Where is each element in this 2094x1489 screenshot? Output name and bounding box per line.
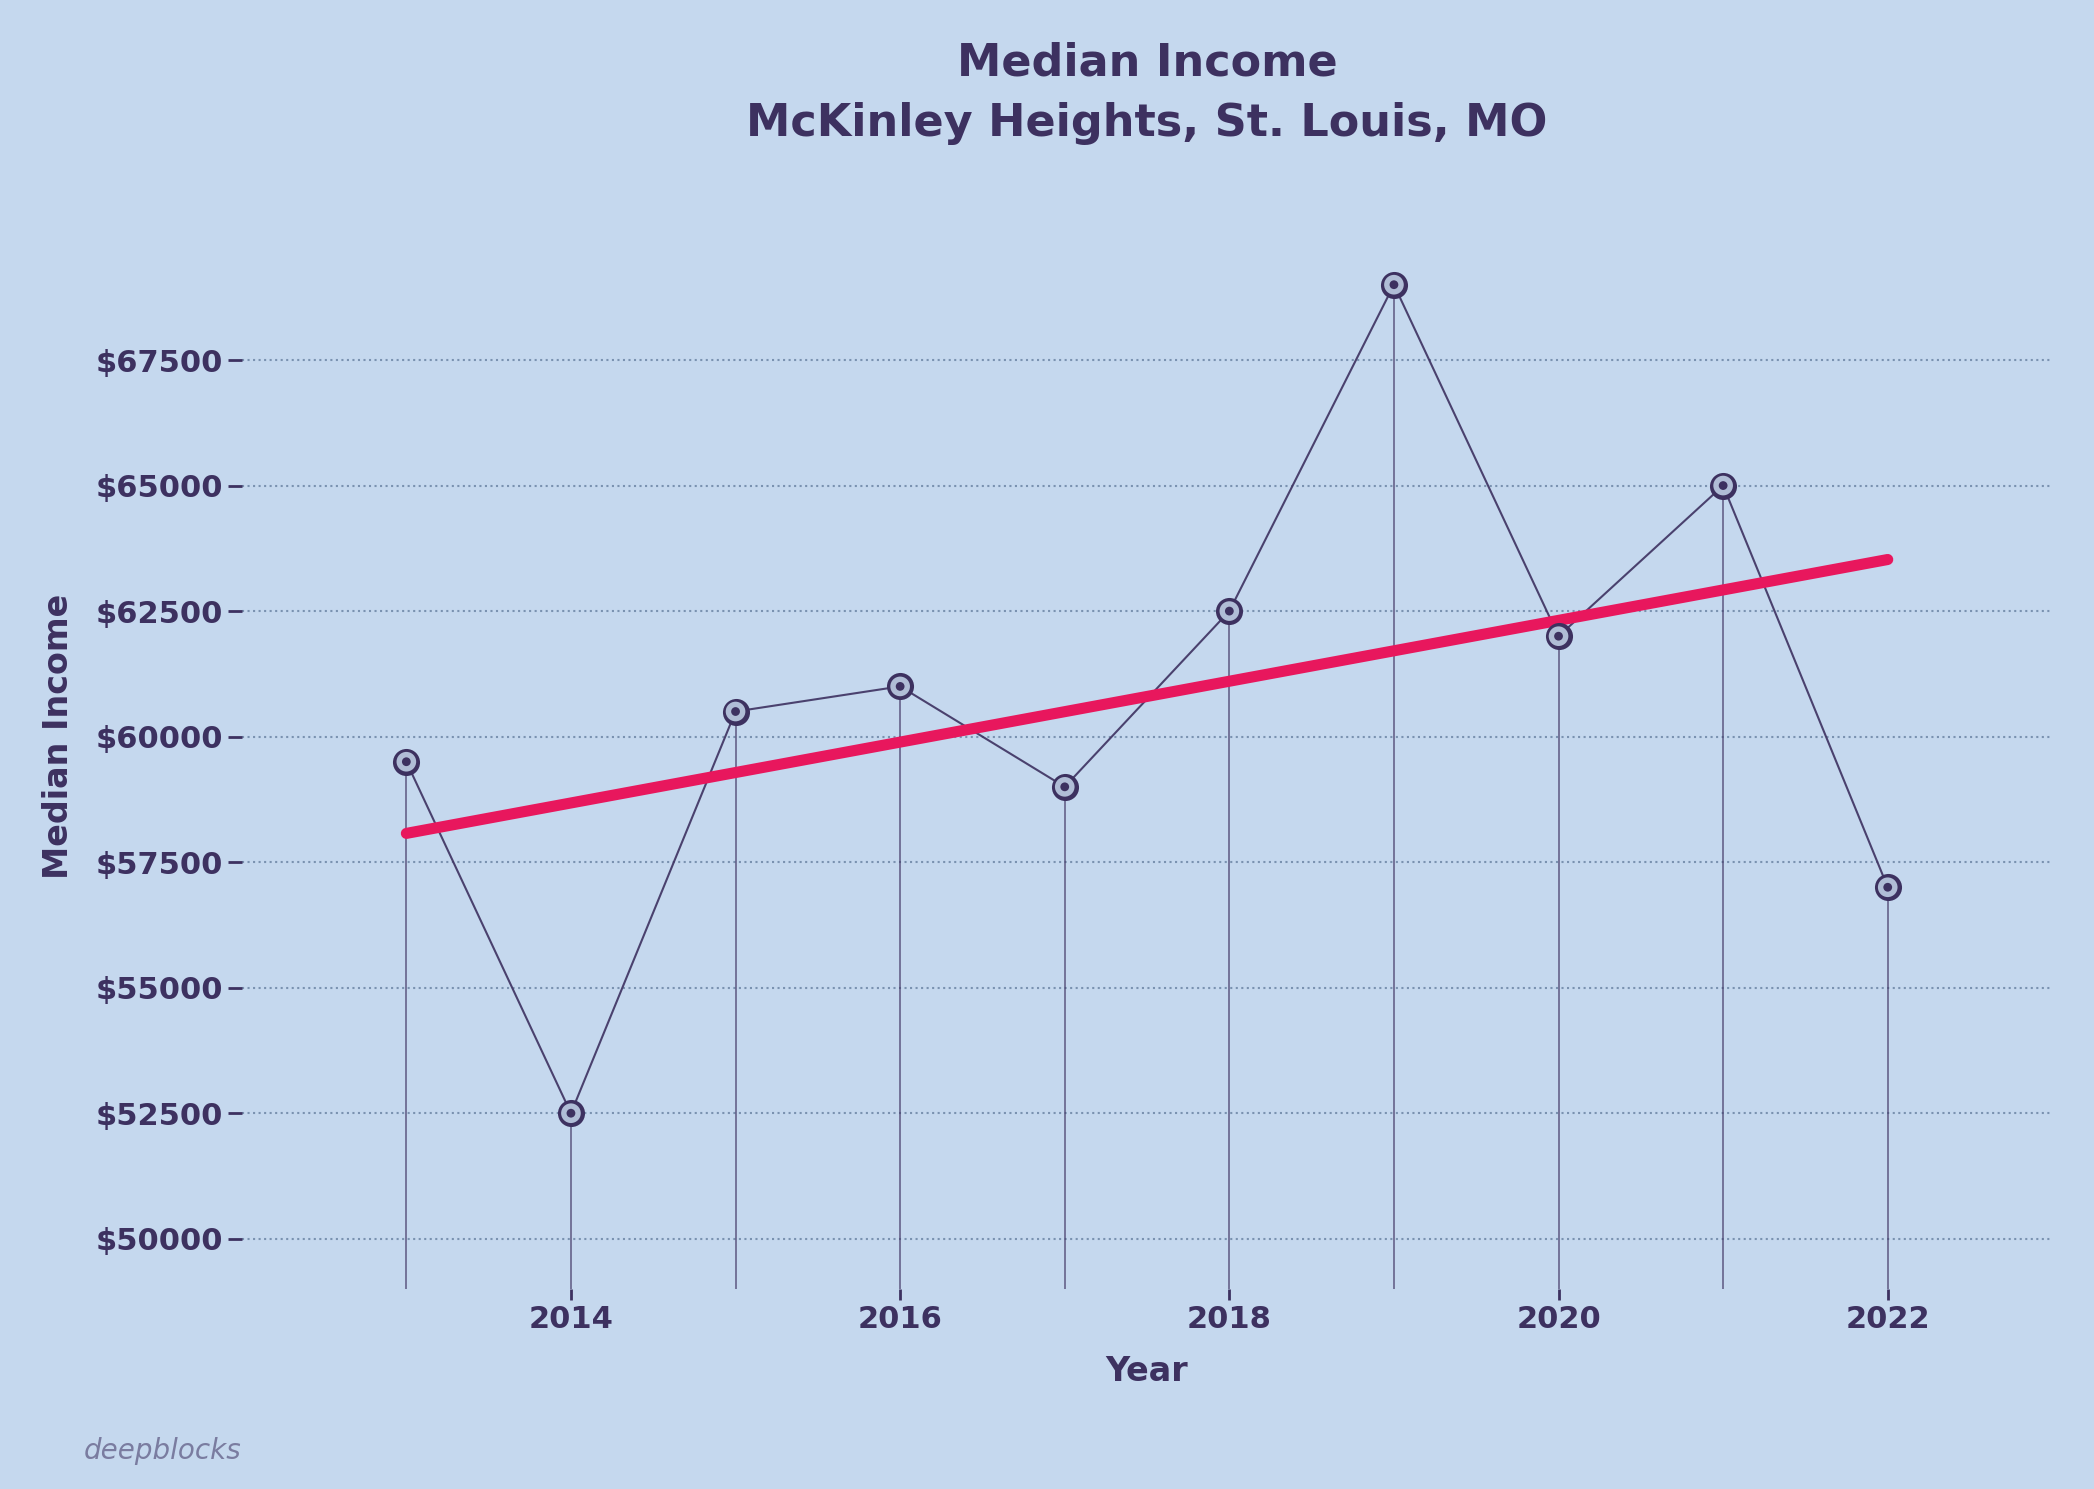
Point	[1212, 599, 1246, 622]
Point	[555, 1102, 588, 1126]
Point	[718, 700, 752, 724]
Point	[1212, 599, 1246, 622]
Point	[1541, 624, 1575, 648]
Point	[718, 700, 752, 724]
Point	[1047, 774, 1081, 798]
Point	[1707, 474, 1740, 497]
Point	[884, 675, 917, 698]
Title: Median Income
McKinley Heights, St. Louis, MO: Median Income McKinley Heights, St. Loui…	[745, 42, 1547, 144]
Point	[1541, 624, 1575, 648]
Point	[389, 750, 423, 774]
Point	[555, 1102, 588, 1126]
Text: deepblocks: deepblocks	[84, 1437, 241, 1465]
X-axis label: Year: Year	[1106, 1355, 1189, 1388]
Point	[1047, 774, 1081, 798]
Point	[1707, 474, 1740, 497]
Point	[1047, 774, 1081, 798]
Point	[884, 675, 917, 698]
Point	[1378, 272, 1411, 296]
Point	[1378, 272, 1411, 296]
Point	[1212, 599, 1246, 622]
Point	[389, 750, 423, 774]
Point	[884, 675, 917, 698]
Point	[555, 1102, 588, 1126]
Point	[389, 750, 423, 774]
Point	[1707, 474, 1740, 497]
Point	[1870, 876, 1903, 899]
Point	[1870, 876, 1903, 899]
Point	[718, 700, 752, 724]
Point	[1870, 876, 1903, 899]
Y-axis label: Median Income: Median Income	[42, 594, 75, 879]
Point	[1378, 272, 1411, 296]
Point	[1541, 624, 1575, 648]
